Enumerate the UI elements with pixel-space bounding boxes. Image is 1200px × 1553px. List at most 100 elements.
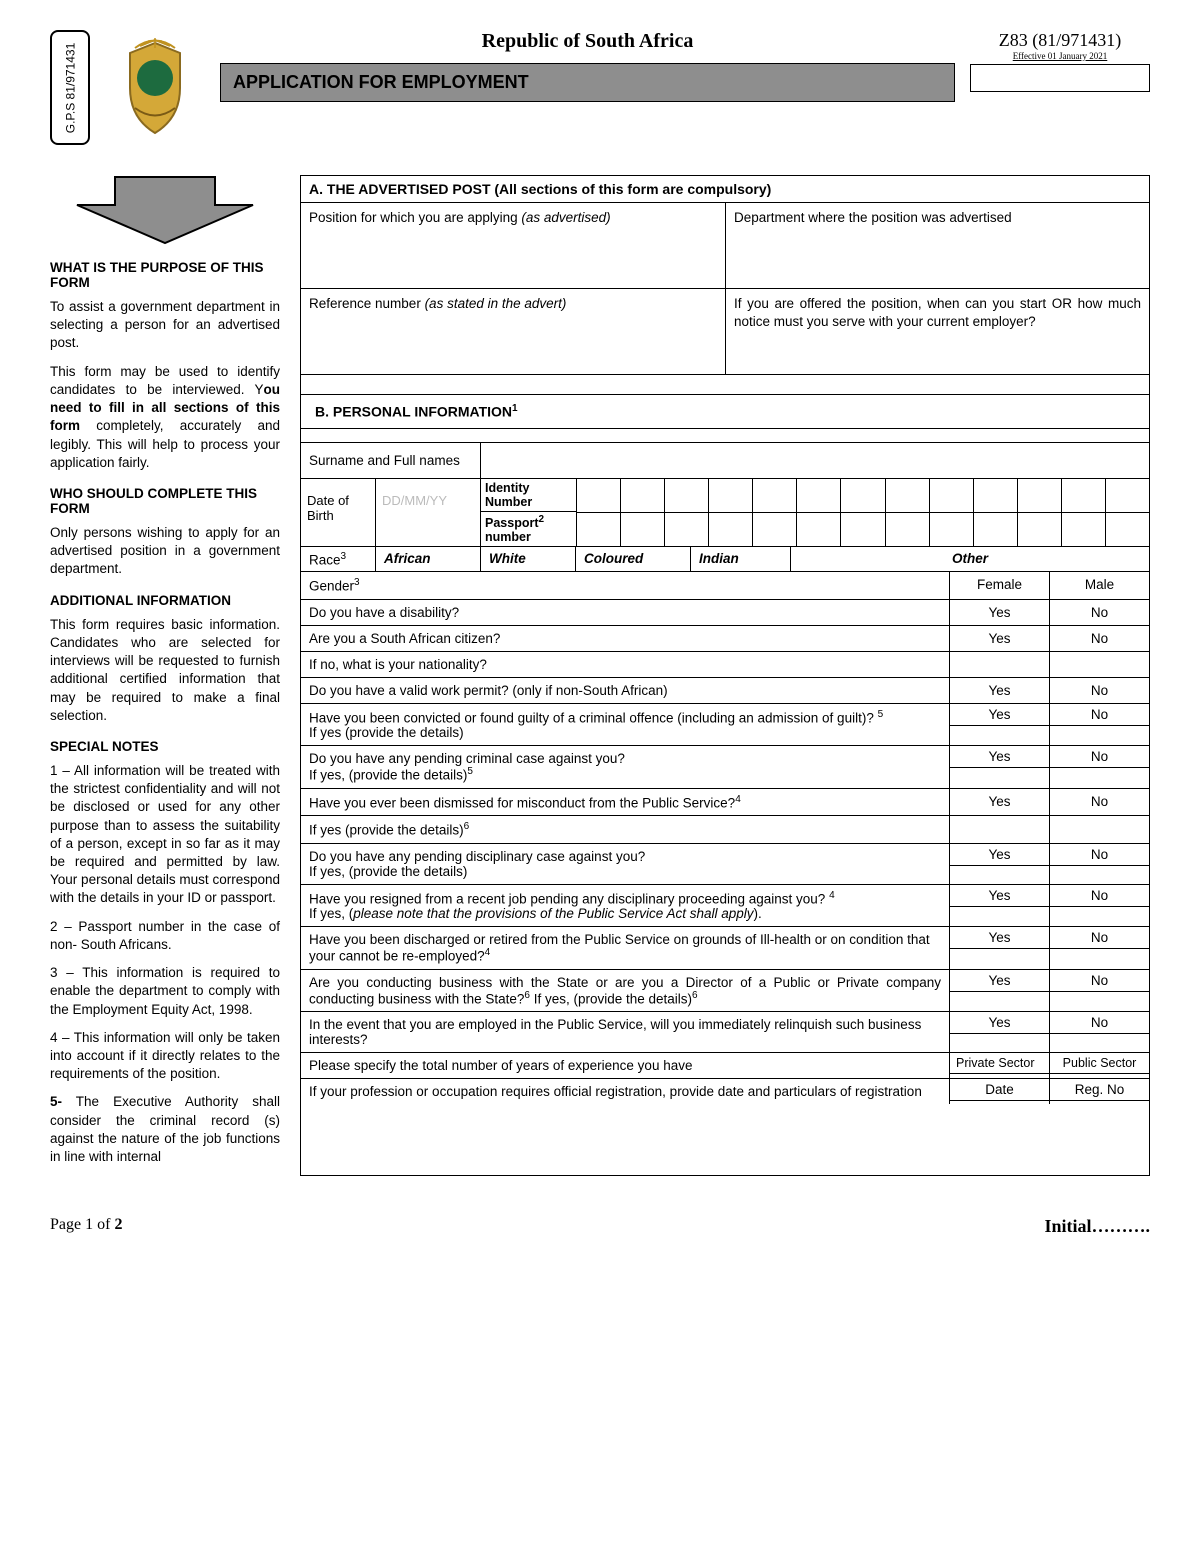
opt-no[interactable]: No <box>1049 1012 1149 1052</box>
opt-no[interactable]: No <box>1049 746 1149 788</box>
note-5: 5- The Executive Authority shall conside… <box>50 1093 280 1166</box>
surname-label: Surname and Full names <box>301 443 481 478</box>
passport-label: Passport2 number <box>481 512 576 546</box>
note-4: 4 – This information will only be taken … <box>50 1029 280 1084</box>
page-number: Page 1 of 2 <box>50 1216 122 1237</box>
q-disability: Do you have a disability? Yes No <box>301 600 1149 626</box>
opt-yes[interactable]: Yes <box>949 626 1049 651</box>
additional-heading: ADDITIONAL INFORMATION <box>50 593 280 608</box>
position-cell[interactable]: Position for which you are applying (as … <box>301 203 725 288</box>
surname-input[interactable] <box>481 443 1149 478</box>
opt-yes[interactable]: Yes <box>949 970 1049 1012</box>
sidebar: WHAT IS THE PURPOSE OF THIS FORM To assi… <box>50 175 280 1176</box>
details-input[interactable] <box>949 816 1049 843</box>
race-label: Race3 <box>301 547 376 572</box>
gender-male[interactable]: Male <box>1049 572 1149 599</box>
opt-no[interactable]: No <box>1049 626 1149 651</box>
opt-yes[interactable]: Yes <box>949 1012 1049 1052</box>
q-resigned: Have you resigned from a recent job pend… <box>301 885 1149 928</box>
gps-code: G.P.S 81/971431 <box>63 42 77 133</box>
race-indian[interactable]: Indian <box>691 547 791 572</box>
header: G.P.S 81/971431 Republic of South Africa… <box>50 30 1150 145</box>
coat-of-arms-icon <box>105 30 205 145</box>
nationality-input[interactable] <box>949 652 1049 677</box>
opt-yes[interactable]: Yes <box>949 844 1049 884</box>
private-sector[interactable]: Private Sector <box>949 1053 1049 1078</box>
opt-yes[interactable]: Yes <box>949 789 1049 816</box>
q-business: Are you conducting business with the Sta… <box>301 970 1149 1013</box>
surname-row: Surname and Full names <box>301 443 1149 479</box>
opt-no[interactable]: No <box>1049 885 1149 927</box>
opt-yes[interactable]: Yes <box>949 600 1049 625</box>
effective-date: Effective 01 January 2021 <box>970 51 1150 61</box>
q-workpermit: Do you have a valid work permit? (only i… <box>301 678 1149 704</box>
q-dismissed-details: If yes (provide the details)6 <box>301 816 1149 844</box>
dob-input[interactable]: DD/MM/YY <box>376 479 481 546</box>
additional-text: This form requires basic information. Ca… <box>50 616 280 725</box>
race-row[interactable]: Race3 African White Coloured Indian Othe… <box>301 547 1149 573</box>
gender-label: Gender3 <box>301 572 949 599</box>
purpose-text-1: To assist a government department in sel… <box>50 298 280 353</box>
form-code: Z83 (81/971431) <box>970 30 1150 51</box>
race-other[interactable]: Other <box>791 547 1149 572</box>
department-cell[interactable]: Department where the position was advert… <box>725 203 1149 288</box>
note-2: 2 – Passport number in the case of non- … <box>50 918 280 954</box>
opt-no[interactable]: No <box>1049 844 1149 884</box>
arrow-down-icon <box>75 175 255 245</box>
page-title: Republic of South Africa <box>220 30 955 53</box>
opt-yes[interactable]: Yes <box>949 746 1049 788</box>
public-sector[interactable]: Public Sector <box>1049 1053 1149 1078</box>
gps-code-box: G.P.S 81/971431 <box>50 30 90 145</box>
q-registration: If your profession or occupation require… <box>301 1079 1149 1104</box>
id-passport-labels: Identity Number Passport2 number <box>481 479 576 546</box>
dob-label: Date of Birth <box>301 479 376 546</box>
main-content: WHAT IS THE PURPOSE OF THIS FORM To assi… <box>50 175 1150 1176</box>
race-white[interactable]: White <box>481 547 576 572</box>
q-relinquish: In the event that you are employed in th… <box>301 1012 1149 1053</box>
strip <box>301 429 1149 443</box>
section-spacer <box>301 375 1149 395</box>
note-3: 3 – This information is required to enab… <box>50 964 280 1019</box>
application-banner: APPLICATION FOR EMPLOYMENT <box>220 63 955 102</box>
opt-yes[interactable]: Yes <box>949 927 1049 969</box>
nationality-input2[interactable] <box>1049 652 1149 677</box>
form-area: A. THE ADVERTISED POST (All sections of … <box>300 175 1150 1176</box>
q-convicted: Have you been convicted or found guilty … <box>301 704 1149 747</box>
race-coloured[interactable]: Coloured <box>576 547 691 572</box>
opt-no[interactable]: No <box>1049 927 1149 969</box>
section-b-heading: B. PERSONAL INFORMATION1 <box>301 395 1149 429</box>
opt-yes[interactable]: Yes <box>949 885 1049 927</box>
reg-date[interactable]: Date <box>949 1079 1049 1104</box>
q-discharged: Have you been discharged or retired from… <box>301 927 1149 970</box>
offer-cell[interactable]: If you are offered the position, when ca… <box>725 289 1149 374</box>
gender-row: Gender3 Female Male <box>301 572 1149 600</box>
q-disciplinary: Do you have any pending disciplinary cas… <box>301 844 1149 885</box>
race-african[interactable]: African <box>376 547 481 572</box>
opt-yes[interactable]: Yes <box>949 704 1049 746</box>
section-a-heading: A. THE ADVERTISED POST (All sections of … <box>301 176 1149 203</box>
gender-female[interactable]: Female <box>949 572 1049 599</box>
header-right: Z83 (81/971431) Effective 01 January 202… <box>970 30 1150 92</box>
id-digits-grid[interactable] <box>576 479 1149 546</box>
reg-no[interactable]: Reg. No <box>1049 1079 1149 1104</box>
opt-no[interactable]: No <box>1049 789 1149 816</box>
note-1: 1 – All information will be treated with… <box>50 762 280 908</box>
purpose-heading: WHAT IS THE PURPOSE OF THIS FORM <box>50 260 280 290</box>
dob-id-row: Date of Birth DD/MM/YY Identity Number P… <box>301 479 1149 547</box>
opt-no[interactable]: No <box>1049 600 1149 625</box>
reference-cell[interactable]: Reference number (as stated in the adver… <box>301 289 725 374</box>
q-nationality: If no, what is your nationality? <box>301 652 1149 678</box>
opt-no[interactable]: No <box>1049 704 1149 746</box>
row-ref-offer: Reference number (as stated in the adver… <box>301 289 1149 375</box>
who-heading: WHO SHOULD COMPLETE THIS FORM <box>50 486 280 516</box>
opt-yes[interactable]: Yes <box>949 678 1049 703</box>
header-center: Republic of South Africa APPLICATION FOR… <box>220 30 955 102</box>
opt-no[interactable]: No <box>1049 678 1149 703</box>
opt-no[interactable]: No <box>1049 970 1149 1012</box>
who-text: Only persons wishing to apply for an adv… <box>50 524 280 579</box>
signature-box[interactable] <box>970 64 1150 92</box>
initial-line[interactable]: Initial………. <box>1044 1216 1150 1237</box>
details-input2[interactable] <box>1049 816 1149 843</box>
purpose-text-2: This form may be used to identify candid… <box>50 363 280 472</box>
q-citizen: Are you a South African citizen? Yes No <box>301 626 1149 652</box>
